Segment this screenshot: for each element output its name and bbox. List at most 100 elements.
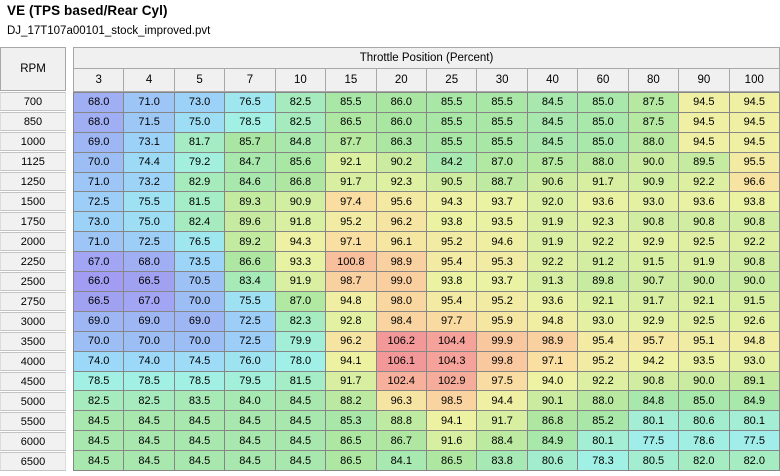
tp-column-header[interactable]: 4 — [124, 69, 174, 91]
ve-cell[interactable]: 91.9 — [527, 232, 578, 252]
rpm-row-header[interactable]: 3500 — [0, 332, 66, 351]
ve-cell[interactable]: 96.2 — [376, 212, 426, 232]
ve-cell[interactable]: 74.0 — [124, 351, 174, 371]
ve-cell[interactable]: 92.2 — [578, 232, 628, 252]
ve-cell[interactable]: 85.2 — [578, 411, 628, 431]
ve-cell[interactable]: 84.8 — [275, 132, 326, 152]
ve-cell[interactable]: 82.0 — [679, 451, 729, 470]
ve-cell[interactable]: 95.9 — [477, 311, 527, 331]
ve-cell[interactable]: 90.6 — [527, 172, 578, 192]
ve-cell[interactable]: 84.5 — [225, 411, 275, 431]
ve-cell[interactable]: 102.9 — [426, 371, 477, 391]
ve-cell[interactable]: 69.0 — [74, 132, 124, 152]
ve-cell[interactable]: 98.9 — [527, 331, 578, 351]
tp-column-header[interactable]: 30 — [477, 69, 527, 91]
ve-cell[interactable]: 90.0 — [679, 272, 729, 291]
ve-cell[interactable]: 85.5 — [477, 132, 527, 152]
ve-cell[interactable]: 97.4 — [326, 192, 376, 212]
ve-cell[interactable]: 95.2 — [477, 291, 527, 311]
ve-cell[interactable]: 98.4 — [376, 311, 426, 331]
ve-cell[interactable]: 91.5 — [628, 252, 679, 272]
ve-cell[interactable]: 91.9 — [527, 212, 578, 232]
rpm-row-header[interactable]: 2250 — [0, 252, 66, 271]
ve-cell[interactable]: 95.4 — [578, 331, 628, 351]
ve-cell[interactable]: 86.5 — [326, 112, 376, 132]
ve-cell[interactable]: 90.8 — [679, 212, 729, 232]
ve-cell[interactable]: 83.8 — [477, 451, 527, 470]
ve-cell[interactable]: 94.5 — [729, 112, 779, 132]
ve-cell[interactable]: 102.4 — [376, 371, 426, 391]
ve-cell[interactable]: 85.5 — [426, 93, 477, 112]
ve-cell[interactable]: 68.0 — [74, 112, 124, 132]
rpm-row-header[interactable]: 1500 — [0, 192, 66, 211]
ve-cell[interactable]: 84.5 — [275, 391, 326, 411]
ve-cell[interactable]: 67.0 — [74, 252, 124, 272]
ve-cell[interactable]: 82.5 — [275, 93, 326, 112]
ve-cell[interactable]: 95.6 — [376, 192, 426, 212]
ve-cell[interactable]: 94.5 — [729, 132, 779, 152]
ve-cell[interactable]: 88.0 — [578, 391, 628, 411]
ve-cell[interactable]: 93.0 — [628, 192, 679, 212]
ve-cell[interactable]: 99.0 — [376, 272, 426, 291]
tp-column-header[interactable]: 100 — [729, 69, 779, 91]
ve-cell[interactable]: 86.7 — [376, 431, 426, 451]
ve-cell[interactable]: 86.5 — [326, 431, 376, 451]
ve-cell[interactable]: 84.7 — [225, 152, 275, 172]
ve-cell[interactable]: 95.7 — [628, 331, 679, 351]
ve-cell[interactable]: 95.2 — [326, 212, 376, 232]
ve-cell[interactable]: 78.0 — [275, 351, 326, 371]
ve-cell[interactable]: 104.3 — [426, 351, 477, 371]
ve-cell[interactable]: 93.7 — [477, 192, 527, 212]
ve-cell[interactable]: 66.5 — [124, 272, 174, 291]
ve-cell[interactable]: 84.5 — [74, 411, 124, 431]
ve-cell[interactable]: 80.6 — [527, 451, 578, 470]
ve-cell[interactable]: 84.5 — [74, 451, 124, 470]
ve-cell[interactable]: 93.5 — [679, 351, 729, 371]
ve-cell[interactable]: 78.3 — [578, 451, 628, 470]
ve-cell[interactable]: 98.9 — [376, 252, 426, 272]
ve-cell[interactable]: 81.5 — [174, 192, 225, 212]
ve-cell[interactable]: 93.0 — [578, 311, 628, 331]
ve-cell[interactable]: 70.0 — [124, 331, 174, 351]
ve-cell[interactable]: 85.0 — [578, 93, 628, 112]
ve-cell[interactable]: 84.9 — [527, 431, 578, 451]
ve-cell[interactable]: 85.5 — [426, 132, 477, 152]
ve-cell[interactable]: 74.0 — [74, 351, 124, 371]
ve-cell[interactable]: 86.8 — [527, 411, 578, 431]
tp-column-header[interactable]: 40 — [527, 69, 578, 91]
ve-cell[interactable]: 80.1 — [628, 411, 679, 431]
ve-cell[interactable]: 71.0 — [74, 172, 124, 192]
ve-cell[interactable]: 95.1 — [679, 331, 729, 351]
ve-cell[interactable]: 71.0 — [74, 232, 124, 252]
ve-cell[interactable]: 66.5 — [74, 291, 124, 311]
ve-cell[interactable]: 94.0 — [527, 371, 578, 391]
ve-cell[interactable]: 84.2 — [426, 152, 477, 172]
ve-cell[interactable]: 93.8 — [426, 212, 477, 232]
ve-cell[interactable]: 84.9 — [729, 391, 779, 411]
ve-cell[interactable]: 90.0 — [729, 272, 779, 291]
ve-cell[interactable]: 93.6 — [679, 192, 729, 212]
ve-cell[interactable]: 84.0 — [225, 391, 275, 411]
ve-cell[interactable]: 73.1 — [124, 132, 174, 152]
ve-cell[interactable]: 90.0 — [679, 371, 729, 391]
ve-cell[interactable]: 69.0 — [174, 311, 225, 331]
ve-cell[interactable]: 87.5 — [628, 93, 679, 112]
ve-cell[interactable]: 91.5 — [729, 291, 779, 311]
ve-cell[interactable]: 72.5 — [225, 311, 275, 331]
rpm-row-header[interactable]: 2500 — [0, 272, 66, 291]
ve-cell[interactable]: 89.2 — [225, 232, 275, 252]
ve-cell[interactable]: 85.7 — [225, 132, 275, 152]
ve-cell[interactable]: 84.5 — [275, 411, 326, 431]
ve-cell[interactable]: 100.8 — [326, 252, 376, 272]
ve-cell[interactable]: 92.0 — [527, 192, 578, 212]
ve-cell[interactable]: 91.7 — [326, 172, 376, 192]
ve-cell[interactable]: 92.9 — [628, 232, 679, 252]
ve-cell[interactable]: 96.1 — [376, 232, 426, 252]
tp-column-header[interactable]: 10 — [275, 69, 326, 91]
ve-cell[interactable]: 73.5 — [174, 252, 225, 272]
ve-cell[interactable]: 90.9 — [275, 192, 326, 212]
ve-cell[interactable]: 93.5 — [477, 212, 527, 232]
ve-cell[interactable]: 85.5 — [426, 112, 477, 132]
ve-cell[interactable]: 91.7 — [578, 172, 628, 192]
ve-cell[interactable]: 81.5 — [275, 371, 326, 391]
